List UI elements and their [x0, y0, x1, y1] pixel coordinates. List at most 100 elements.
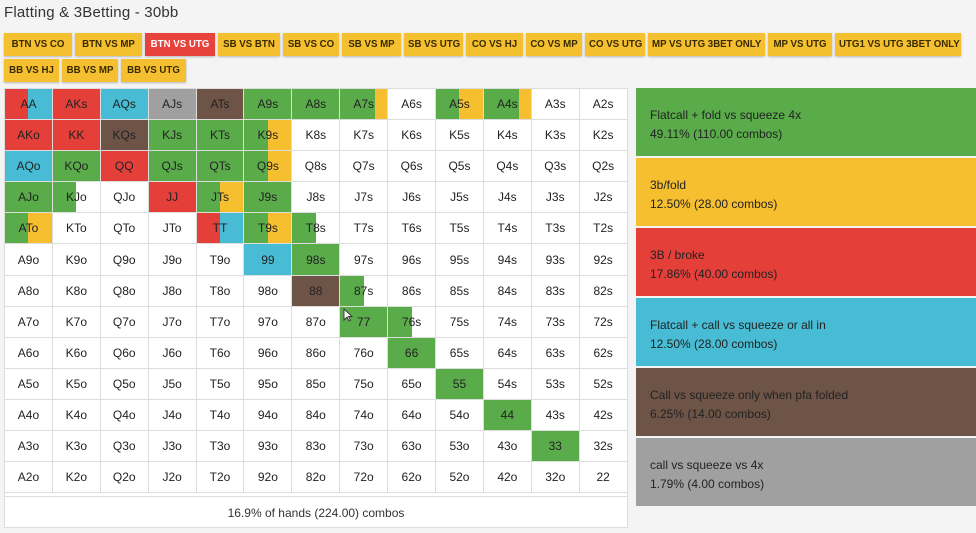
hand-cell[interactable]: 72o	[340, 462, 389, 494]
hand-cell[interactable]: K5s	[436, 120, 484, 152]
hand-cell[interactable]: J4o	[148, 399, 197, 432]
hand-cell[interactable]: ATo	[5, 213, 53, 245]
tab-co-vs-utg[interactable]: CO VS UTG	[585, 33, 645, 56]
hand-cell[interactable]: A4o	[5, 399, 53, 432]
hand-cell[interactable]: T7s	[340, 213, 389, 245]
hand-cell[interactable]: 88	[292, 275, 341, 307]
hand-cell[interactable]: K3s	[531, 120, 580, 152]
hand-cell[interactable]: K6o	[52, 337, 101, 369]
legend-item-red[interactable]: 3B / broke 17.86% (40.00 combos)	[636, 228, 976, 296]
hand-cell[interactable]: Q6o	[100, 337, 149, 369]
hand-cell[interactable]: 52o	[436, 462, 484, 494]
hand-cell[interactable]: A4s	[483, 89, 532, 121]
hand-cell[interactable]: AJo	[5, 182, 53, 214]
hand-cell[interactable]: J6s	[388, 182, 437, 214]
hand-cell[interactable]: A9s	[244, 89, 293, 121]
hand-cell[interactable]: 54o	[436, 399, 484, 432]
hand-cell[interactable]: 22	[579, 462, 628, 494]
hand-cell[interactable]: KQo	[52, 151, 101, 183]
hand-cell[interactable]: J7o	[148, 306, 197, 338]
tab-bb-vs-utg[interactable]: BB VS UTG	[121, 59, 186, 82]
hand-cell[interactable]: 76o	[340, 337, 389, 369]
hand-cell[interactable]: 64s	[483, 337, 532, 369]
hand-cell[interactable]: T2s	[579, 213, 628, 245]
tab-sb-vs-co[interactable]: SB VS CO	[283, 33, 339, 56]
hand-cell[interactable]: 87o	[292, 306, 341, 338]
hand-cell[interactable]: AQo	[5, 151, 53, 183]
hand-cell[interactable]: A7s	[340, 89, 389, 121]
hand-cell[interactable]: K9o	[52, 244, 101, 276]
hand-cell[interactable]: KK	[52, 120, 101, 152]
hand-cell[interactable]: 94o	[244, 399, 293, 432]
hand-cell[interactable]: J6o	[148, 337, 197, 369]
hand-cell[interactable]: 86o	[292, 337, 341, 369]
hand-cell[interactable]: 55	[436, 368, 484, 400]
hand-cell[interactable]: 97s	[340, 244, 389, 276]
hand-cell[interactable]: T4o	[196, 399, 245, 432]
hand-cell[interactable]: 96o	[244, 337, 293, 369]
hand-cell[interactable]: 85s	[436, 275, 484, 307]
hand-cell[interactable]: J2s	[579, 182, 628, 214]
hand-cell[interactable]: 96s	[388, 244, 437, 276]
hand-cell[interactable]: AQs	[100, 89, 149, 121]
hand-cell[interactable]: 64o	[388, 399, 437, 432]
hand-cell[interactable]: Q4s	[483, 151, 532, 183]
hand-cell[interactable]: QQ	[100, 151, 149, 183]
hand-cell[interactable]: K9s	[244, 120, 293, 152]
tab-co-vs-mp[interactable]: CO VS MP	[526, 33, 582, 56]
hand-cell[interactable]: 73s	[531, 306, 580, 338]
hand-cell[interactable]: 66	[388, 337, 437, 369]
hand-cell[interactable]: Q4o	[100, 399, 149, 432]
hand-cell[interactable]: J9o	[148, 244, 197, 276]
hand-cell[interactable]: 95o	[244, 368, 293, 400]
hand-cell[interactable]: Q3s	[531, 151, 580, 183]
hand-cell[interactable]: 43s	[531, 399, 580, 432]
legend-item-gray[interactable]: call vs squeeze vs 4x 1.79% (4.00 combos)	[636, 438, 976, 506]
hand-cell[interactable]: 53o	[436, 431, 484, 463]
hand-cell[interactable]: 73o	[340, 431, 389, 463]
hand-cell[interactable]: T3s	[531, 213, 580, 245]
hand-cell[interactable]: 74s	[483, 306, 532, 338]
hand-cell[interactable]: J2o	[148, 462, 197, 494]
hand-cell[interactable]: 87s	[340, 275, 389, 307]
hand-cell[interactable]: 74o	[340, 399, 389, 432]
hand-cell[interactable]: J3s	[531, 182, 580, 214]
legend-item-green[interactable]: Flatcall + fold vs squeeze 4x 49.11% (110…	[636, 88, 976, 156]
hand-cell[interactable]: 94s	[483, 244, 532, 276]
hand-cell[interactable]: 98o	[244, 275, 293, 307]
hand-cell[interactable]: K7o	[52, 306, 101, 338]
hand-cell[interactable]: 77	[340, 306, 389, 338]
hand-cell[interactable]: JJ	[148, 182, 197, 214]
hand-cell[interactable]: Q7o	[100, 306, 149, 338]
hand-cell[interactable]: 93s	[531, 244, 580, 276]
tab-utg1-vs-utg-3bet-only[interactable]: UTG1 VS UTG 3BET ONLY	[835, 33, 961, 56]
hand-cell[interactable]: 72s	[579, 306, 628, 338]
hand-cell[interactable]: A3s	[531, 89, 580, 121]
hand-cell[interactable]: Q9s	[244, 151, 293, 183]
hand-cell[interactable]: JTs	[196, 182, 245, 214]
hand-cell[interactable]: 83o	[292, 431, 341, 463]
hand-cell[interactable]: JTo	[148, 213, 197, 245]
hand-cell[interactable]: T3o	[196, 431, 245, 463]
hand-cell[interactable]: K6s	[388, 120, 437, 152]
hand-cell[interactable]: 62o	[388, 462, 437, 494]
hand-cell[interactable]: K8o	[52, 275, 101, 307]
hand-cell[interactable]: QJs	[148, 151, 197, 183]
hand-cell[interactable]: 85o	[292, 368, 341, 400]
hand-cell[interactable]: 84s	[483, 275, 532, 307]
hand-cell[interactable]: 65s	[436, 337, 484, 369]
hand-cell[interactable]: Q3o	[100, 431, 149, 463]
hand-cell[interactable]: T2o	[196, 462, 245, 494]
tab-btn-vs-co[interactable]: BTN VS CO	[4, 33, 72, 56]
hand-cell[interactable]: T6s	[388, 213, 437, 245]
hand-cell[interactable]: 32s	[579, 431, 628, 463]
hand-cell[interactable]: 83s	[531, 275, 580, 307]
hand-cell[interactable]: AJs	[148, 89, 197, 121]
hand-cell[interactable]: J3o	[148, 431, 197, 463]
hand-cell[interactable]: T9s	[244, 213, 293, 245]
hand-cell[interactable]: 63s	[531, 337, 580, 369]
hand-cell[interactable]: T8s	[292, 213, 341, 245]
hand-cell[interactable]: KJo	[52, 182, 101, 214]
hand-cell[interactable]: Q8o	[100, 275, 149, 307]
legend-item-brown[interactable]: Call vs squeeze only when pfa folded 6.25…	[636, 368, 976, 436]
